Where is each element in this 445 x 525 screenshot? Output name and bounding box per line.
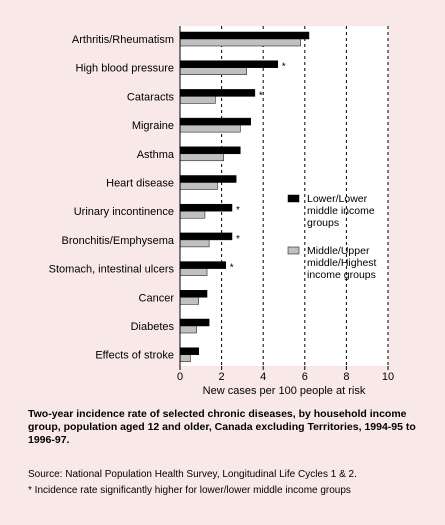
category-label: Arthritis/Rheumatism xyxy=(72,34,174,46)
category-label: Heart disease xyxy=(106,178,174,190)
category-label: Migraine xyxy=(132,120,174,132)
bar-higher-income xyxy=(179,124,241,133)
source-note: Source: National Population Health Surve… xyxy=(28,469,357,480)
bar-higher-income xyxy=(179,38,301,47)
category-label: Urinary incontinence xyxy=(74,206,174,218)
significance-marker: * xyxy=(282,62,286,73)
significance-marker: * xyxy=(236,234,240,245)
x-tick-label: 2 xyxy=(219,371,225,383)
significance-footnote: * Incidence rate significantly higher fo… xyxy=(28,485,351,496)
x-axis-label: New cases per 100 people at risk xyxy=(203,385,366,397)
bar-higher-income xyxy=(179,153,224,162)
bar-lower-income xyxy=(179,318,210,327)
category-label: Effects of stroke xyxy=(95,350,174,362)
bar-lower-income xyxy=(179,31,310,40)
x-tick-label: 10 xyxy=(382,371,394,383)
bar-higher-income xyxy=(179,268,208,276)
legend-label: middle/Highest xyxy=(307,257,377,269)
bar-lower-income xyxy=(179,117,251,126)
bar-lower-income xyxy=(179,175,237,183)
category-label: Cancer xyxy=(139,292,175,304)
legend-label: income groups xyxy=(307,269,376,281)
bar-higher-income xyxy=(179,182,218,190)
significance-marker: * xyxy=(259,90,263,101)
legend-swatch xyxy=(287,194,300,203)
category-label: Asthma xyxy=(137,149,175,161)
incidence-chart: Arthritis/Rheumatism High blood pressure C… xyxy=(49,26,394,397)
bar-lower-income xyxy=(179,203,233,212)
significance-marker: * xyxy=(236,205,240,216)
legend-label: groups xyxy=(307,217,339,229)
bar-lower-income xyxy=(179,146,241,155)
x-tick-label: 6 xyxy=(302,371,308,383)
bar-lower-income xyxy=(179,290,208,298)
x-tick-label: 4 xyxy=(260,371,266,383)
bar-lower-income xyxy=(179,60,279,68)
legend-label: Middle/Upper xyxy=(307,245,370,257)
bar-lower-income xyxy=(179,89,256,97)
category-label: Diabetes xyxy=(131,321,175,333)
legend-swatch xyxy=(287,246,300,255)
significance-marker: * xyxy=(230,263,234,274)
bar-higher-income xyxy=(179,325,197,334)
x-tick-label: 8 xyxy=(343,371,349,383)
bar-higher-income xyxy=(179,210,206,219)
category-label: Bronchitis/Emphysema xyxy=(62,235,175,247)
bar-higher-income xyxy=(179,239,210,248)
bar-lower-income xyxy=(179,347,199,355)
bar-lower-income xyxy=(179,232,233,241)
plot-background xyxy=(180,26,388,366)
category-label: Stomach, intestinal ulcers xyxy=(49,264,175,276)
bar-higher-income xyxy=(179,297,199,305)
bar-lower-income xyxy=(179,261,227,269)
category-label: High blood pressure xyxy=(76,63,174,75)
bar-higher-income xyxy=(179,354,191,362)
category-label: Cataracts xyxy=(127,91,175,103)
bar-higher-income xyxy=(179,67,247,75)
legend-label: middle income xyxy=(307,205,375,217)
legend-label: Lower/Lower xyxy=(307,193,368,205)
figure-caption: Two-year incidence rate of selected chro… xyxy=(28,408,416,446)
bar-higher-income xyxy=(179,96,216,104)
x-tick-label: 0 xyxy=(177,371,183,383)
